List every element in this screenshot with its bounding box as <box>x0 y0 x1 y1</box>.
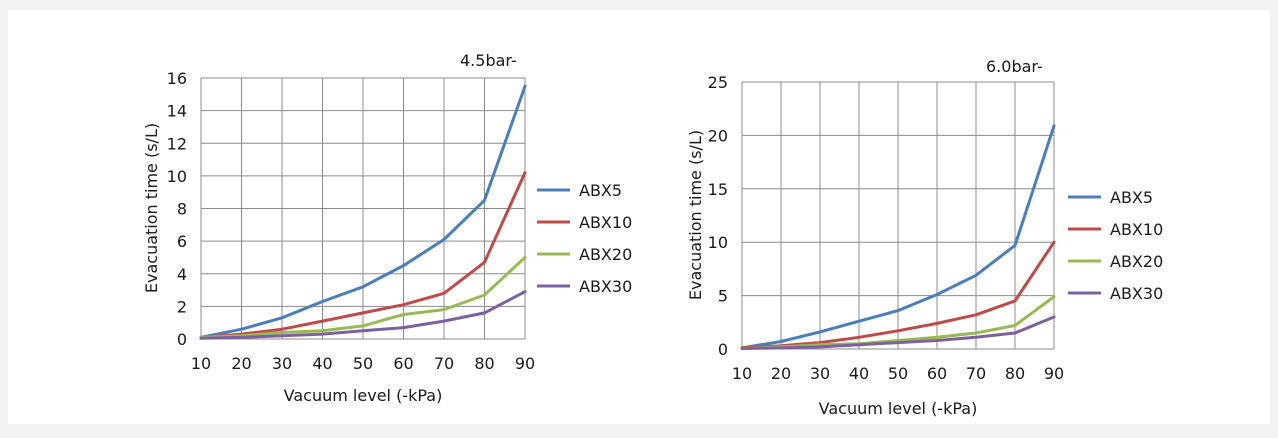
y-tick-label: 0 <box>718 340 728 359</box>
legend-label: ABX5 <box>579 181 622 200</box>
x-axis-label: Vacuum level (-kPa) <box>284 386 443 405</box>
legend: ABX5 ABX10 ABX20 ABX30 <box>537 181 632 296</box>
chart-2: 0 5 10 15 20 25 10 20 30 40 50 60 70 80 90 Evacuation t… <box>686 57 1163 418</box>
x-tick-label: 30 <box>810 364 830 383</box>
x-tick-label: 60 <box>393 354 413 373</box>
legend-label: ABX5 <box>1110 188 1153 207</box>
x-tick-label: 90 <box>515 354 535 373</box>
series-line-abx5 <box>199 84 527 339</box>
series-line-abx10 <box>199 171 527 339</box>
y-tick-label: 10 <box>167 167 187 186</box>
legend-label: ABX30 <box>1110 284 1163 303</box>
y-tick-label: 12 <box>167 134 187 153</box>
y-tick-label: 0 <box>177 330 187 349</box>
x-tick-label: 20 <box>231 354 251 373</box>
legend-label: ABX30 <box>579 277 632 296</box>
y-tick-label: 6 <box>177 232 187 251</box>
legend-label: ABX20 <box>579 245 632 264</box>
x-tick-label: 80 <box>474 354 494 373</box>
chart-1: 0 2 4 6 8 10 12 14 16 10 20 30 40 50 60 70 80 90 Evacuatio… <box>142 51 632 405</box>
legend-label: ABX10 <box>579 213 632 232</box>
x-tick-label: 60 <box>927 364 947 383</box>
x-tick-label: 30 <box>272 354 292 373</box>
series-line-abx30 <box>740 315 1056 350</box>
y-tick-label: 15 <box>708 180 728 199</box>
y-tick-label: 20 <box>708 126 728 145</box>
y-tick-label: 14 <box>167 102 187 121</box>
pressure-annotation: 6.0bar- <box>986 57 1043 76</box>
x-tick-label: 40 <box>849 364 869 383</box>
legend: ABX5 ABX10 ABX20 ABX30 <box>1068 188 1163 303</box>
x-tick-label: 50 <box>353 354 373 373</box>
legend-label: ABX10 <box>1110 220 1163 239</box>
y-tick-label: 25 <box>708 73 728 92</box>
x-tick-label: 40 <box>312 354 332 373</box>
y-tick-label: 8 <box>177 200 187 219</box>
series-line-abx5 <box>740 124 1056 350</box>
y-tick-label: 4 <box>177 265 187 284</box>
x-tick-label: 20 <box>771 364 791 383</box>
y-tick-label: 10 <box>708 233 728 252</box>
x-tick-label: 90 <box>1044 364 1064 383</box>
x-tick-label: 10 <box>732 364 752 383</box>
series-line-abx20 <box>199 255 527 339</box>
x-tick-label: 10 <box>191 354 211 373</box>
y-tick-label: 16 <box>167 69 187 88</box>
x-tick-label: 50 <box>888 364 908 383</box>
series-line-abx30 <box>199 290 527 340</box>
x-tick-label: 70 <box>966 364 986 383</box>
legend-label: ABX20 <box>1110 252 1163 271</box>
x-axis-label: Vacuum level (-kPa) <box>819 399 978 418</box>
x-tick-label: 70 <box>434 354 454 373</box>
y-tick-label: 2 <box>177 297 187 316</box>
y-axis-label: Evacuation time (s/L) <box>142 123 161 293</box>
x-tick-label: 80 <box>1005 364 1025 383</box>
y-tick-label: 5 <box>718 287 728 306</box>
pressure-annotation: 4.5bar- <box>460 51 517 70</box>
y-axis-label: Evacuation time (s/L) <box>686 130 705 300</box>
